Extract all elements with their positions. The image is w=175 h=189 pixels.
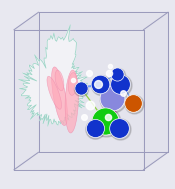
Polygon shape <box>19 25 88 126</box>
Point <box>118 127 121 130</box>
Point <box>132 103 135 106</box>
Polygon shape <box>14 30 144 170</box>
Point <box>132 102 134 105</box>
Point <box>79 86 82 89</box>
Point <box>98 82 101 85</box>
Ellipse shape <box>65 70 78 133</box>
Point <box>106 115 109 118</box>
Point <box>111 98 114 101</box>
Point <box>119 84 122 87</box>
Polygon shape <box>14 152 168 170</box>
Ellipse shape <box>52 67 67 125</box>
Ellipse shape <box>47 76 61 109</box>
Point <box>118 82 121 85</box>
Point <box>94 127 97 130</box>
Point <box>104 119 106 122</box>
Point <box>118 126 120 129</box>
Polygon shape <box>144 12 168 170</box>
Polygon shape <box>14 12 168 30</box>
Point <box>122 92 124 95</box>
Polygon shape <box>105 96 119 128</box>
Point <box>80 87 83 90</box>
Point <box>96 82 99 85</box>
Point <box>107 71 110 74</box>
Point <box>108 64 111 67</box>
Point <box>99 84 102 87</box>
Point <box>117 73 120 76</box>
Point <box>104 120 107 123</box>
Point <box>111 97 113 100</box>
Point <box>72 78 74 81</box>
Point <box>93 126 96 129</box>
Polygon shape <box>38 12 168 152</box>
Polygon shape <box>14 12 38 170</box>
Point <box>116 72 119 75</box>
Point <box>88 104 91 107</box>
Ellipse shape <box>55 70 64 91</box>
Point <box>88 72 90 75</box>
Ellipse shape <box>68 73 77 95</box>
Point <box>83 116 86 119</box>
